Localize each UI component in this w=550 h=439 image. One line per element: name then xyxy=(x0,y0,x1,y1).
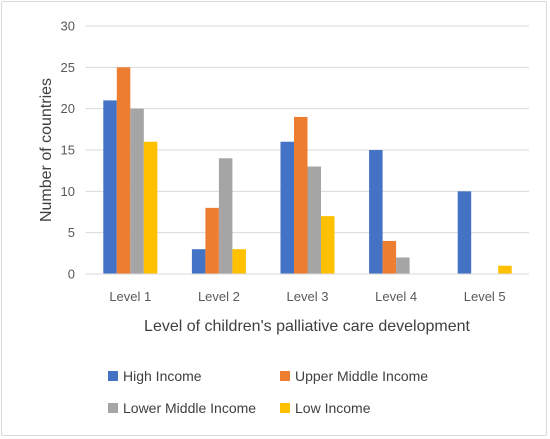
bar xyxy=(396,257,410,274)
bar xyxy=(498,265,512,274)
legend-swatch xyxy=(108,403,118,413)
y-axis-ticks: 0 5 10 15 20 25 30 xyxy=(61,19,75,282)
bar xyxy=(205,207,219,274)
bar xyxy=(191,249,206,274)
y-tick-label: 20 xyxy=(61,101,75,116)
y-tick-label: 10 xyxy=(61,184,75,199)
bar xyxy=(143,141,158,274)
legend-label: High Income xyxy=(123,368,202,384)
bar xyxy=(130,108,144,275)
legend: High Income Upper Middle Income Lower Midd… xyxy=(108,368,428,416)
x-tick-label: Level 5 xyxy=(464,289,506,304)
x-tick-label: Level 1 xyxy=(109,289,151,304)
legend-label: Low Income xyxy=(295,400,371,416)
y-tick-label: 5 xyxy=(68,225,75,240)
bar xyxy=(116,67,131,274)
bar xyxy=(369,150,383,274)
bars xyxy=(103,67,512,275)
bar xyxy=(232,249,246,274)
y-tick-label: 25 xyxy=(61,60,75,75)
legend-label: Upper Middle Income xyxy=(295,368,428,384)
legend-swatch xyxy=(280,371,290,381)
legend-swatch xyxy=(108,371,118,381)
y-tick-label: 15 xyxy=(61,143,75,158)
gridlines xyxy=(86,25,529,234)
y-tick-label: 0 xyxy=(68,267,75,282)
legend-swatch xyxy=(280,403,290,413)
bar xyxy=(382,240,397,274)
bar xyxy=(457,191,472,274)
x-axis-ticks: Level 1 Level 2 Level 3 Level 4 Level 5 xyxy=(109,289,505,304)
x-tick-label: Level 2 xyxy=(198,289,240,304)
x-tick-label: Level 3 xyxy=(287,289,329,304)
bar xyxy=(103,100,117,275)
legend-label: Lower Middle Income xyxy=(123,400,256,416)
bar xyxy=(280,141,294,274)
bar xyxy=(218,158,233,274)
x-tick-label: Level 4 xyxy=(375,289,417,304)
bar xyxy=(307,166,321,274)
x-axis-title: Level of children's palliative care deve… xyxy=(144,318,470,335)
bar xyxy=(321,216,335,274)
y-axis-title: Number of countries xyxy=(38,78,55,222)
bar xyxy=(294,116,308,274)
y-tick-label: 30 xyxy=(61,19,75,34)
